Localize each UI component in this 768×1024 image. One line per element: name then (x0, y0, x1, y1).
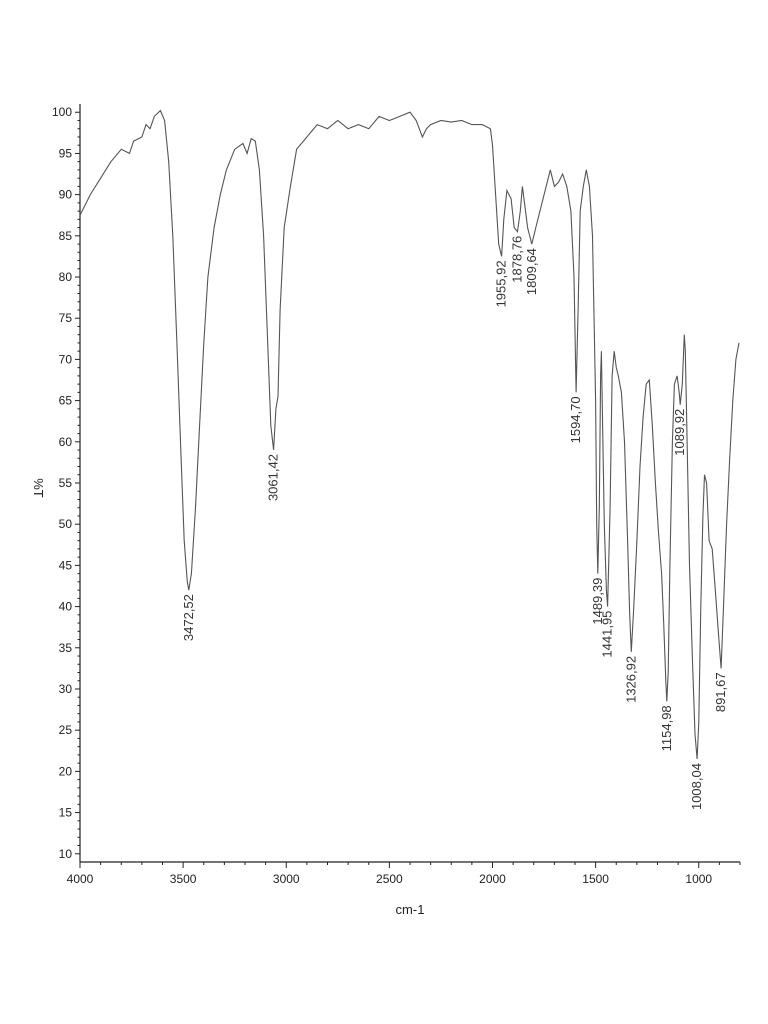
y-tick-label: 70 (59, 352, 73, 366)
peak-label: 1008,04 (689, 763, 704, 810)
peak-label: 1878,76 (510, 236, 525, 283)
peak-label: 1089,92 (672, 409, 687, 456)
y-tick-label: 40 (59, 600, 73, 614)
peak-label: 891,67 (713, 672, 728, 712)
peak-label: 1809,64 (524, 248, 539, 295)
peak-label: 1154,98 (659, 705, 674, 751)
y-tick-label: 25 (59, 723, 73, 737)
peak-label: 1594,70 (568, 396, 583, 443)
x-axis-ticks: 4000 3500 3000 2500 2000 1500 1000 (67, 862, 741, 886)
y-tick-label: 30 (59, 682, 73, 696)
y-tick-label: 65 (59, 394, 73, 408)
y-tick-label: 45 (59, 558, 73, 572)
y-tick-label: 55 (59, 476, 73, 490)
y-tick-label: 95 (59, 146, 73, 160)
x-tick-label: 1000 (685, 872, 712, 886)
x-axis-title: cm-1 (396, 902, 425, 917)
x-tick-label: 2000 (479, 872, 506, 886)
x-tick-label: 4000 (67, 872, 94, 886)
y-tick-label: 35 (59, 641, 73, 655)
y-tick-label: 90 (59, 188, 73, 202)
x-tick-label: 2500 (376, 872, 403, 886)
peak-label: 3472,52 (181, 594, 196, 641)
y-tick-label: 60 (59, 435, 73, 449)
peak-label: 1326,92 (623, 656, 638, 703)
peak-label: 1955,92 (494, 260, 509, 307)
y-tick-label: 80 (59, 270, 73, 284)
y-tick-label: 50 (59, 517, 73, 531)
y-tick-label: 15 (59, 806, 73, 820)
x-tick-label: 1500 (582, 872, 609, 886)
y-tick-label: 100 (52, 105, 72, 119)
peak-label: 3061,42 (266, 454, 281, 501)
peak-label: 1441,95 (600, 611, 615, 658)
y-axis-ticks: 10 15 20 25 30 35 40 45 50 55 60 65 70 75 80 85 90 95 100 (52, 105, 80, 861)
y-axis-title: %T (31, 478, 46, 498)
y-tick-label: 75 (59, 311, 73, 325)
y-tick-label: 20 (59, 764, 73, 778)
spectrum-line (79, 109, 740, 760)
peak-label: 1489,39 (590, 578, 605, 625)
x-tick-label: 3500 (170, 872, 197, 886)
y-tick-label: 10 (59, 847, 73, 861)
y-tick-label: 85 (59, 229, 73, 243)
x-tick-label: 3000 (273, 872, 300, 886)
